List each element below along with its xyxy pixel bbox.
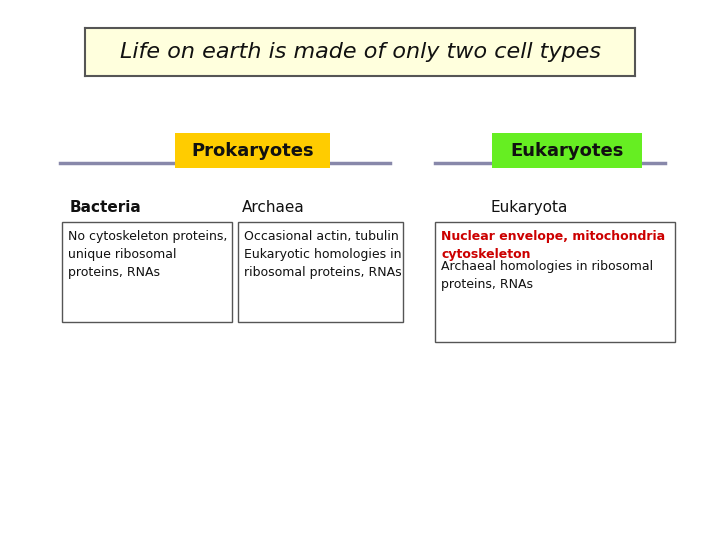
Text: Bacteria: Bacteria	[70, 200, 142, 215]
Text: Nuclear envelope, mitochondria
cytoskeleton: Nuclear envelope, mitochondria cytoskele…	[441, 230, 665, 261]
FancyBboxPatch shape	[492, 133, 642, 168]
FancyBboxPatch shape	[62, 222, 232, 322]
FancyBboxPatch shape	[175, 133, 330, 168]
Text: Eukaryota: Eukaryota	[490, 200, 567, 215]
FancyBboxPatch shape	[238, 222, 403, 322]
Text: Archaea: Archaea	[242, 200, 305, 215]
FancyBboxPatch shape	[435, 222, 675, 342]
Text: Life on earth is made of only two cell types: Life on earth is made of only two cell t…	[120, 42, 600, 62]
Text: Prokaryotes: Prokaryotes	[192, 141, 314, 159]
Text: Eukaryotes: Eukaryotes	[510, 141, 624, 159]
Text: Occasional actin, tubulin
Eukaryotic homologies in
ribosomal proteins, RNAs: Occasional actin, tubulin Eukaryotic hom…	[244, 230, 402, 279]
Text: No cytoskeleton proteins,
unique ribosomal
proteins, RNAs: No cytoskeleton proteins, unique ribosom…	[68, 230, 228, 279]
Text: Archaeal homologies in ribosomal
proteins, RNAs: Archaeal homologies in ribosomal protein…	[441, 260, 653, 291]
